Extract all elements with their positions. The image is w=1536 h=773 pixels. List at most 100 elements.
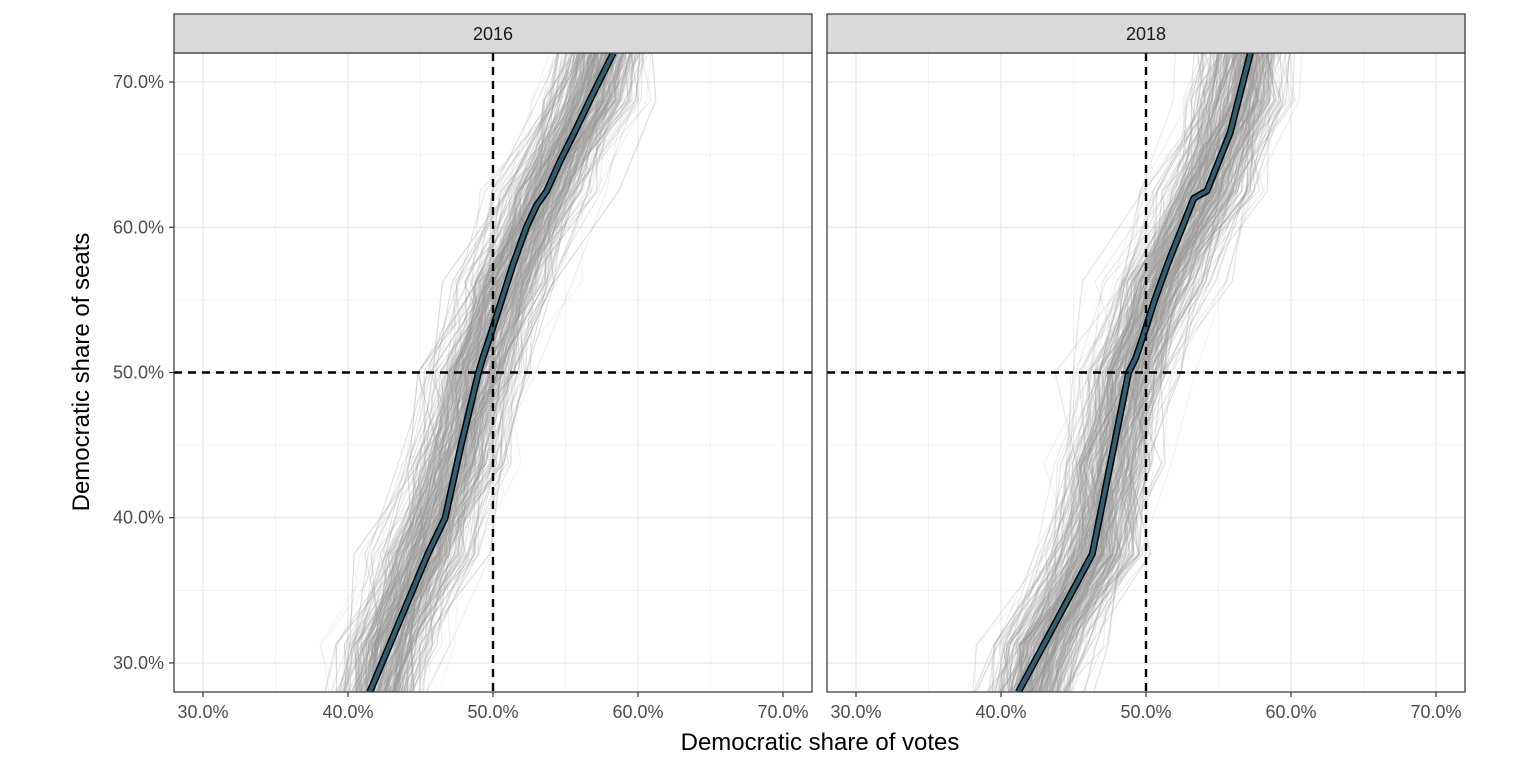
simulation-line [424,53,634,692]
simulation-line [1053,53,1259,692]
simulation-line [422,53,644,692]
simulation-line [367,53,596,692]
simulation-line [369,53,595,692]
simulation-line [1066,53,1296,692]
simulation-line [409,53,621,692]
simulation-line [359,53,568,692]
x-tick-label: 30.0% [177,702,228,722]
simulation-line [360,53,569,692]
simulation-line [394,53,632,692]
simulation-line [999,53,1230,692]
simulation-line [1029,53,1253,692]
simulation-line [1019,53,1245,692]
simulation-line [1018,53,1250,692]
simulation-line [1059,53,1292,692]
simulation-line [392,53,610,692]
simulation-line [397,53,610,692]
simulation-line [375,53,597,692]
simulation-line [1041,53,1240,692]
simulation-line [403,53,631,692]
simulation-line [1056,53,1275,692]
simulation-line [996,53,1235,692]
simulation-line [1064,53,1265,692]
simulation-line [1028,53,1219,692]
facet-panel-2018: 2018 30.0% 40.0% 50.0% 60.0% 70.0% [826,13,1466,722]
simulation-line [367,53,621,692]
simulation-line [360,53,579,692]
main-curve [366,53,617,692]
simulation-line [385,53,594,692]
simulation-line [1062,53,1272,692]
x-tick-label: 60.0% [612,702,663,722]
simulation-line [1055,53,1284,692]
y-tick-label: 30.0% [113,653,164,673]
simulation-line [1064,53,1274,692]
simulation-line [1036,53,1241,692]
simulation-line [356,53,585,692]
facet-strip [173,13,813,54]
simulation-line [361,53,600,692]
x-tick-label: 40.0% [975,702,1026,722]
simulation-line [318,53,563,692]
simulation-line [1001,53,1219,692]
simulation-line [369,53,607,692]
simulation-line [395,53,617,692]
simulation-line [1065,53,1259,692]
facet-strip-label: 2016 [473,24,513,44]
simulation-line [375,53,634,692]
x-tick-label: 40.0% [322,702,373,722]
simulation-line [345,53,601,692]
simulation-line [1056,53,1287,692]
simulation-line [398,53,629,692]
simulation-line [1014,53,1213,692]
simulation-line [349,53,595,692]
simulation-line [344,53,577,692]
simulation-line [396,53,621,692]
simulation-line [1019,53,1271,692]
simulation-line [365,53,611,692]
y-tick-label: 70.0% [113,72,164,92]
main-curve [1015,53,1254,692]
simulation-line [375,53,595,692]
simulation-line [1029,53,1237,692]
simulation-line [354,53,591,692]
simulation-line [1019,53,1236,692]
simulation-line [360,53,558,692]
simulation-line [1021,53,1236,692]
simulation-line [392,53,618,692]
simulation-line [411,53,625,692]
simulation-line [348,53,570,692]
simulation-line [1018,53,1248,692]
facet-strip-label: 2018 [1126,24,1166,44]
simulation-line [1055,53,1247,692]
simulation-line [1027,53,1245,692]
facet-strip [826,13,1466,54]
simulation-line [406,53,600,692]
simulation-line [398,53,640,692]
x-tick-label: 60.0% [1265,702,1316,722]
simulation-line [355,53,556,692]
simulation-line [1020,53,1260,692]
simulation-line [372,53,582,692]
simulation-line [344,53,575,692]
x-axis-title: Democratic share of votes [681,729,960,756]
simulation-line [351,53,563,692]
simulation-line [1008,53,1220,692]
simulation-line [1056,53,1258,692]
simulation-line [999,53,1211,692]
simulation-line [385,53,597,692]
simulation-line [985,53,1195,692]
simulation-line [377,53,611,692]
simulation-line [1068,53,1303,692]
simulation-line [1008,53,1250,692]
simulation-line [1050,53,1261,692]
simulation-line [1000,53,1207,692]
simulation-line [989,53,1216,692]
simulation-line [991,53,1195,692]
simulation-line [366,53,573,692]
simulation-line [375,53,605,692]
simulation-line [355,53,584,692]
simulation-line [1048,53,1260,692]
simulation-line [1023,53,1252,692]
simulation-line [369,53,606,692]
